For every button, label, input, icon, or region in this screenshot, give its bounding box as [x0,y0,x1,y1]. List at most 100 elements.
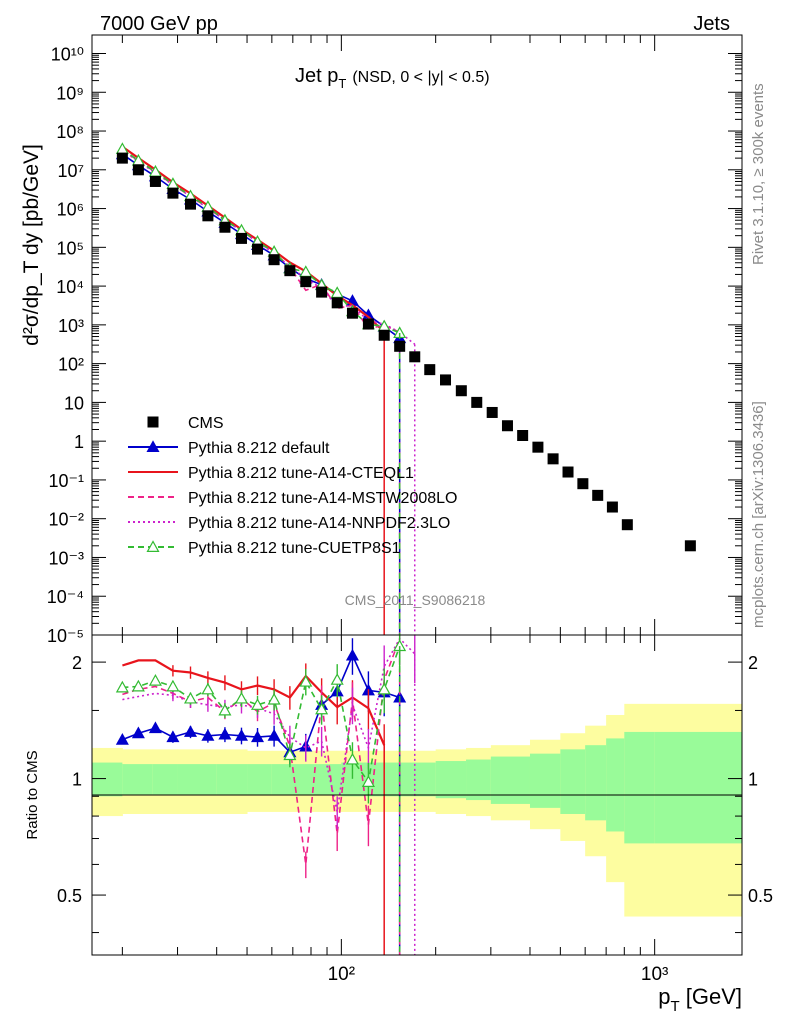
green-band-bin [216,764,248,795]
green-band-bin [654,731,743,844]
cms-point [517,430,529,442]
ratio-marker-5 [166,679,180,692]
legend-label: CMS [188,415,224,432]
green-band-bin [624,731,656,844]
cms-point [547,453,559,465]
cms-point [684,540,696,552]
cms-point [362,318,374,330]
ratio-marker-5 [201,682,215,695]
cms-point [252,243,264,255]
ratio-tick-label-right: 2 [748,653,758,673]
ratio-line-3 [122,638,401,865]
x-tick-label: 10³ [641,964,668,985]
green-band-bin [122,764,154,795]
ratio-uncertainty-bands [92,703,743,917]
ratio-marker-1 [183,725,198,737]
cms-point [268,254,280,266]
y-tick-label: 10⁻¹ [48,471,84,491]
y-tick-label: 10⁻² [48,510,84,530]
legend-label: Pythia 8.212 tune-CUETP8S1 [188,540,401,557]
ratio-marker-5 [183,691,198,704]
x-axis-label-unit: [GeV] [680,984,742,1009]
green-band-bin [152,764,179,795]
green-band-bin [247,764,273,795]
header-right: Jets [693,13,730,35]
ratio-marker-5 [250,698,265,710]
green-band-bin [560,749,586,814]
ratio-tick-label-left: 0.5 [57,886,82,906]
ratio-marker-1 [131,726,145,739]
ratio-marker-5 [234,691,249,704]
cms-point [577,478,589,490]
x-tick-label: 10² [328,964,355,985]
ratio-marker-1 [250,730,265,743]
ratio-marker-1 [201,729,215,741]
ratio-marker-5 [315,702,329,715]
legend-label: Pythia 8.212 tune-A14-NNPDF2.3LO [188,515,450,532]
legend-marker-square [147,416,159,428]
y-tick-label: 10⁸ [56,122,84,142]
cms-point [219,221,231,233]
legend-marker-triangle [146,540,160,553]
ratio-marker-1 [166,730,180,743]
ratio-marker-5 [218,703,232,716]
ratio-marker-1 [148,721,162,734]
cms-point [331,297,343,309]
main-line-5 [121,148,401,334]
y-tick-label: 10⁶ [57,200,84,220]
cms-point [149,175,161,187]
ratio-marker-5 [330,673,344,685]
cms-point [501,420,513,432]
ratio-tick-label-right: 1 [748,770,758,790]
watermark: CMS_2011_S9086218 [345,592,486,608]
axes-layer: 10² 10³10⁻⁵10⁻⁴10⁻³10⁻²10⁻¹11010²10³10⁴10… [47,35,773,985]
cms-point [116,152,128,164]
y-tick-label: 10⁻⁵ [47,626,84,646]
x-axis-label-sub: T [670,998,679,1015]
y-tick-label: 10⁻³ [48,548,84,568]
legend: CMS Pythia 8.212 default Pythia 8.212 tune… [128,415,457,557]
y-tick-label: 10⁻⁴ [47,587,84,607]
cms-point [606,501,618,513]
green-band-bin [529,753,561,808]
ratio-marker-5 [267,692,281,705]
y-tick-label: 10⁴ [56,277,84,297]
cms-point [167,187,179,199]
ratio-marker-1 [345,648,359,661]
y-tick-label: 10⁹ [56,83,84,103]
cms-point [316,286,328,298]
ratio-marker-1 [115,733,129,745]
green-band-bin [177,764,218,795]
cms-point [562,466,574,478]
ratio-marker-1 [218,727,232,740]
ratio-marker-5 [299,674,313,687]
main-line-2 [121,145,385,333]
y-tick-label: 10 [64,393,84,413]
x-axis-label: pT [GeV] [658,984,742,1015]
x-axis-label-main: p [658,984,670,1009]
header-left: 7000 GeV pp [100,13,218,35]
cms-point [300,276,312,288]
cms-point [440,374,452,386]
cms-point [284,265,296,277]
green-band-bin [92,762,123,797]
mcplots-label: mcplots.cern.ch [arXiv:1306.3436] [750,401,767,628]
green-band-bin [396,762,437,797]
main-marker-5 [299,265,313,277]
legend-marker-triangle [146,440,160,452]
cms-point [532,441,544,453]
ratio-y-axis-label: Ratio to CMS [24,750,41,839]
cms-point [455,385,467,397]
ratio-tick-label-left: 1 [72,770,82,790]
legend-label: Pythia 8.212 default [188,440,330,457]
green-band-bin [585,745,607,821]
ratio-marker-5 [131,679,145,692]
cms-point [346,307,358,319]
ratio-marker-5 [148,674,162,686]
y-tick-label: 1 [74,432,84,452]
cms-point [378,329,390,341]
y-tick-label: 10⁵ [57,238,84,258]
plot-title-cut: (NSD, 0 < |y| < 0.5) [352,69,489,86]
y-tick-label: 10¹⁰ [51,44,84,64]
y-tick-label: 10³ [58,316,84,336]
